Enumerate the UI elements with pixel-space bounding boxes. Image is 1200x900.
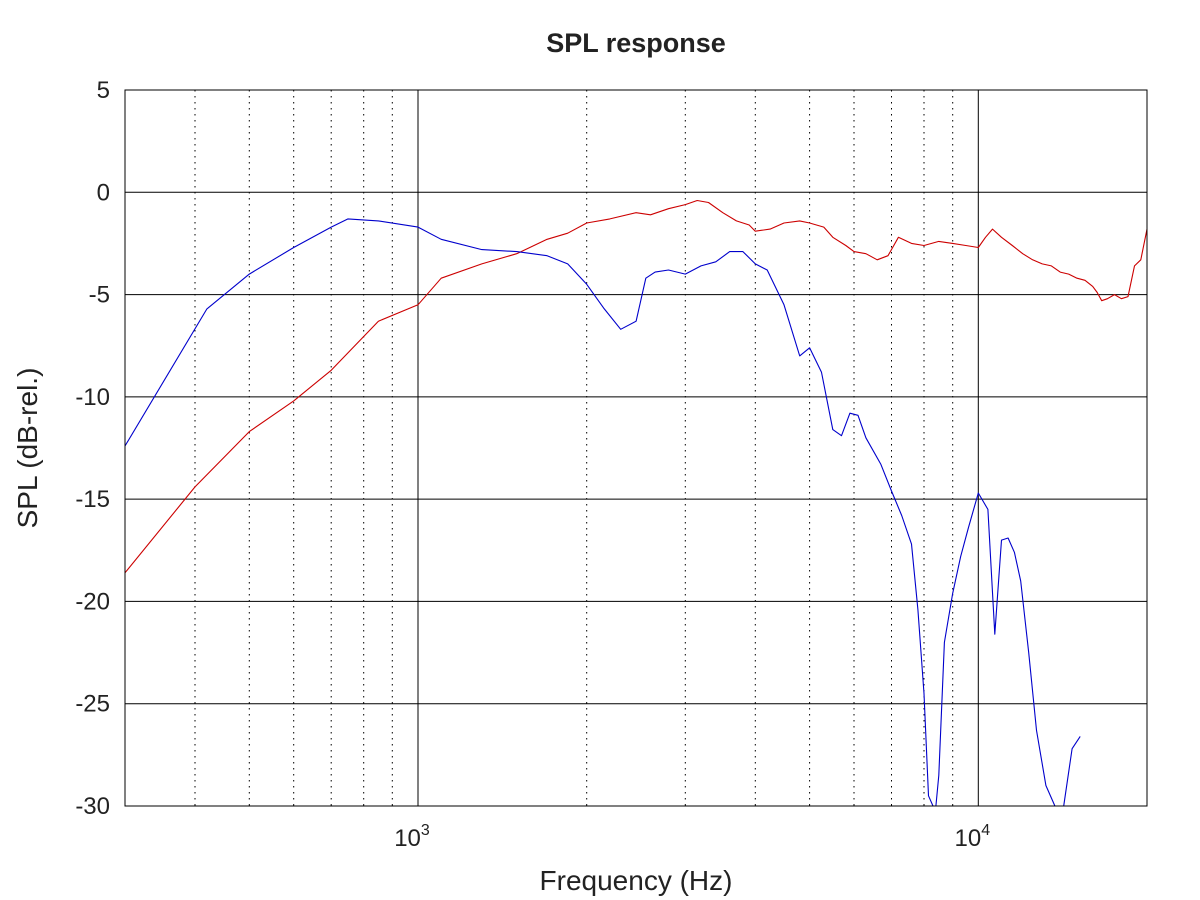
series-layer xyxy=(124,199,1148,807)
x-tick-base: 10 xyxy=(394,825,421,852)
x-tick-base: 10 xyxy=(954,825,981,852)
x-tick-exponent: 4 xyxy=(981,822,990,839)
x-axis-label: Frequency (Hz) xyxy=(540,865,733,896)
series-line-2 xyxy=(124,218,1081,807)
y-tick-label: -20 xyxy=(75,588,110,615)
y-tick-label: 0 xyxy=(97,179,110,206)
grid-layer xyxy=(125,89,1147,807)
series-line-1 xyxy=(124,199,1148,574)
y-tick-label: -15 xyxy=(75,486,110,513)
y-tick-label: -10 xyxy=(75,384,110,411)
y-axis-label: SPL (dB-rel.) xyxy=(12,368,43,529)
x-tick-label: 104 xyxy=(954,822,990,852)
chart-title: SPL response xyxy=(546,28,726,58)
y-tick-label: -25 xyxy=(75,691,110,718)
x-tick-label: 103 xyxy=(394,822,430,852)
y-tick-label: -30 xyxy=(75,793,110,820)
plot-frame xyxy=(124,89,1148,807)
x-tick-exponent: 3 xyxy=(421,822,430,839)
y-tick-label: 5 xyxy=(97,77,110,104)
y-tick-label: -5 xyxy=(89,282,110,309)
